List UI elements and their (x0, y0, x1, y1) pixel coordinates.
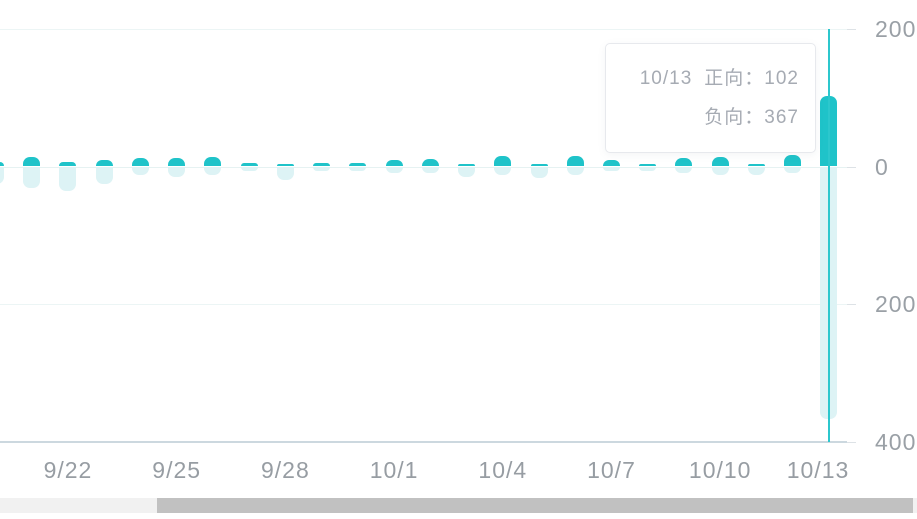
bar-positive[interactable] (602, 160, 620, 167)
bar-positive[interactable] (23, 156, 41, 167)
x-axis-label: 10/10 (688, 457, 752, 483)
gridline (0, 304, 847, 306)
bar-positive[interactable] (421, 158, 439, 167)
tooltip-line-positive: 10/13 正向：102 (606, 64, 799, 94)
y-axis-label: 200 (875, 291, 917, 318)
bar-positive[interactable] (530, 163, 548, 167)
bar-negative[interactable] (204, 166, 222, 175)
bar-positive[interactable] (784, 155, 802, 167)
axis-pointer-line (827, 28, 830, 442)
bar-negative[interactable] (385, 166, 403, 173)
chart-tooltip: 10/13 正向：102 负向：367 (605, 43, 816, 153)
bar-positive[interactable] (276, 164, 294, 167)
bar-negative[interactable] (349, 166, 367, 171)
bar-negative[interactable] (747, 166, 765, 175)
bar-positive[interactable] (639, 163, 657, 167)
bar-positive[interactable] (168, 158, 186, 167)
tooltip-series-name: 负向 (704, 107, 745, 128)
bar-positive[interactable] (675, 158, 693, 167)
tooltip-separator: ： (744, 107, 765, 128)
x-axis-label: 10/7 (587, 457, 636, 483)
bar-negative[interactable] (240, 166, 258, 172)
bar-positive[interactable] (204, 156, 222, 167)
bar-negative[interactable] (602, 166, 620, 171)
bar-positive[interactable] (59, 162, 77, 167)
bar-positive[interactable] (95, 159, 113, 167)
bar-positive[interactable] (494, 156, 512, 167)
tooltip-date: 10/13 (639, 68, 693, 89)
bar-negative[interactable] (711, 166, 729, 175)
bar-negative[interactable] (675, 166, 693, 173)
x-axis-label: 10/4 (478, 457, 528, 483)
y-axis-tick (847, 28, 856, 30)
tooltip-series-value: 102 (764, 68, 799, 89)
y-axis-tick (847, 166, 856, 168)
bar-positive[interactable] (0, 162, 4, 167)
bar-negative[interactable] (59, 166, 77, 191)
y-axis-tick (847, 441, 856, 443)
x-axis-label: 9/25 (152, 457, 202, 483)
bar-negative[interactable] (95, 166, 113, 185)
bar-positive[interactable] (566, 156, 584, 167)
tooltip-line-negative: 负向：367 (606, 103, 799, 133)
bar-negative[interactable] (458, 166, 476, 177)
y-axis-label: 400 (875, 428, 917, 455)
y-axis-label: 200 (875, 15, 917, 42)
bar-negative[interactable] (566, 166, 584, 175)
gridline (0, 28, 847, 30)
tooltip-series-name: 正向 (704, 68, 745, 89)
bar-negative[interactable] (421, 166, 439, 173)
x-axis-label: 10/1 (369, 457, 419, 483)
bar-negative[interactable] (168, 166, 186, 177)
bar-positive[interactable] (131, 158, 149, 167)
y-axis-tick (847, 304, 856, 306)
x-axis-line (0, 440, 847, 443)
bar-negative[interactable] (131, 166, 149, 175)
bar-positive[interactable] (747, 163, 765, 167)
x-axis-label: 9/28 (260, 457, 310, 483)
bar-negative[interactable] (313, 166, 331, 171)
bar-positive[interactable] (313, 163, 331, 167)
bar-negative[interactable] (784, 166, 802, 173)
x-axis-label: 10/13 (786, 457, 850, 483)
x-axis-label: 9/22 (43, 457, 93, 483)
bar-positive[interactable] (711, 156, 729, 167)
tooltip-series-value: 367 (764, 107, 799, 128)
bar-negative[interactable] (530, 166, 548, 179)
bar-negative[interactable] (494, 166, 512, 175)
horizontal-scrollbar-thumb[interactable] (157, 498, 913, 513)
bar-negative[interactable] (639, 166, 657, 171)
y-axis-label: 0 (875, 153, 889, 180)
bar-positive[interactable] (458, 163, 476, 167)
bar-positive[interactable] (349, 163, 367, 167)
bar-positive[interactable] (385, 159, 403, 167)
bar-positive[interactable] (240, 163, 258, 167)
bar-negative[interactable] (0, 166, 4, 185)
tooltip-separator: ： (744, 68, 765, 89)
bar-negative[interactable] (276, 166, 294, 181)
bar-negative[interactable] (23, 166, 41, 188)
